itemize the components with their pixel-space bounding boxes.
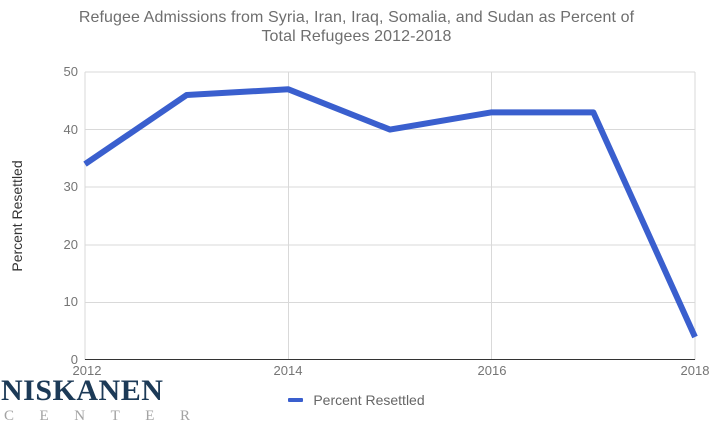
logo-center-letter: N [74,408,86,424]
y-tick-label: 50 [63,64,78,79]
logo-center-letter: E [145,408,155,424]
y-tick-label: 20 [63,237,78,252]
line-chart-svg [83,71,698,360]
y-tick-label: 10 [63,294,78,309]
y-tick-label: 40 [63,122,78,137]
legend-series-label: Percent Resettled [313,392,425,408]
niskanen-center-logo: NISKANEN C E N T E R [1,375,193,425]
x-tick-label: 2012 [72,363,102,378]
logo-center-letter: T [110,408,120,424]
y-tick-label: 30 [63,179,78,194]
x-tick-label: 2014 [273,363,303,378]
legend-line-marker [288,398,304,402]
logo-wordmark-niskanen: NISKANEN [1,374,164,407]
x-tick-label: 2018 [680,363,710,378]
y-tick-label: 0 [70,352,78,367]
chart-title-line1: Refugee Admissions from Syria, Iran, Ira… [78,9,635,26]
x-tick-label: 2016 [477,363,507,378]
chart-title: Refugee Admissions from Syria, Iran, Ira… [0,8,713,46]
chart-title-line2: Total Refugees 2012-2018 [261,28,452,45]
y-axis-title: Percent Resettled [9,160,25,272]
logo-center-letter: C [4,408,15,424]
data-line-percent-resettled [83,86,698,339]
logo-center-letter: E [39,408,49,424]
legend: Percent Resettled [0,391,713,409]
logo-center-letter: R [179,408,190,424]
